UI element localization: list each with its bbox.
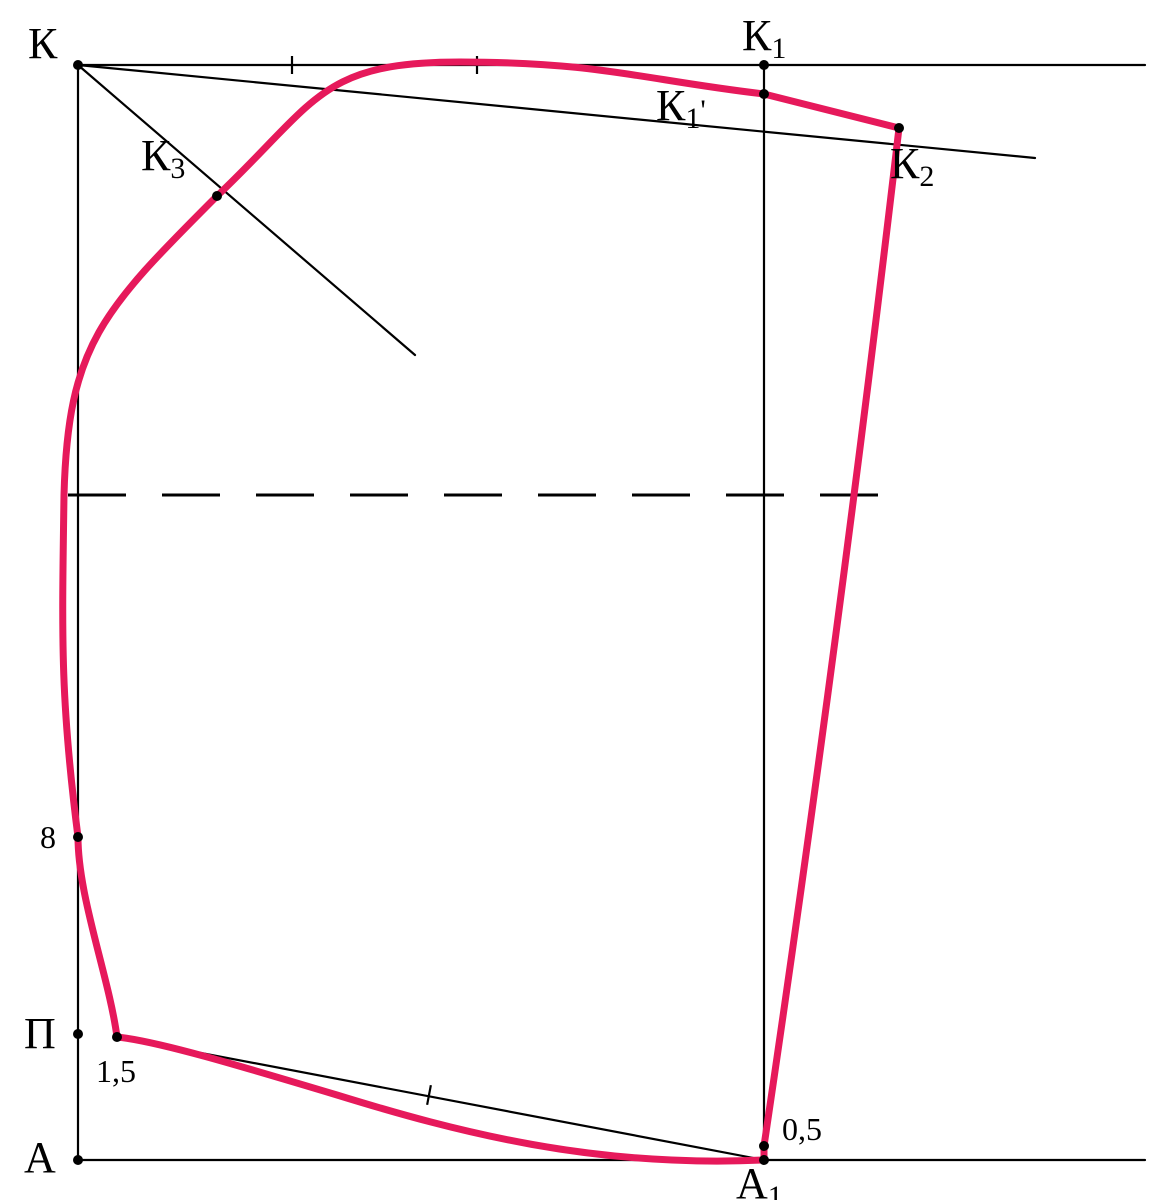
pattern-outline <box>63 62 899 1161</box>
svg-text:К: К <box>28 19 58 68</box>
svg-text:1,5: 1,5 <box>96 1053 136 1089</box>
tick-marks <box>292 56 477 1105</box>
construction-lines <box>78 65 1145 1160</box>
reference-points <box>73 60 904 1165</box>
svg-text:К1: К1 <box>742 11 786 65</box>
svg-text:К1': К1' <box>656 81 706 135</box>
svg-text:0,5: 0,5 <box>782 1111 822 1147</box>
point-labels: КК1К1'К2К3ПАА181,50,5 <box>24 11 934 1200</box>
svg-text:П: П <box>24 1009 56 1058</box>
svg-text:8: 8 <box>40 819 56 855</box>
svg-text:К3: К3 <box>141 131 185 185</box>
pattern-diagram: КК1К1'К2К3ПАА181,50,5 <box>0 0 1158 1200</box>
svg-text:А1: А1 <box>736 1159 783 1200</box>
svg-text:А: А <box>24 1133 56 1182</box>
